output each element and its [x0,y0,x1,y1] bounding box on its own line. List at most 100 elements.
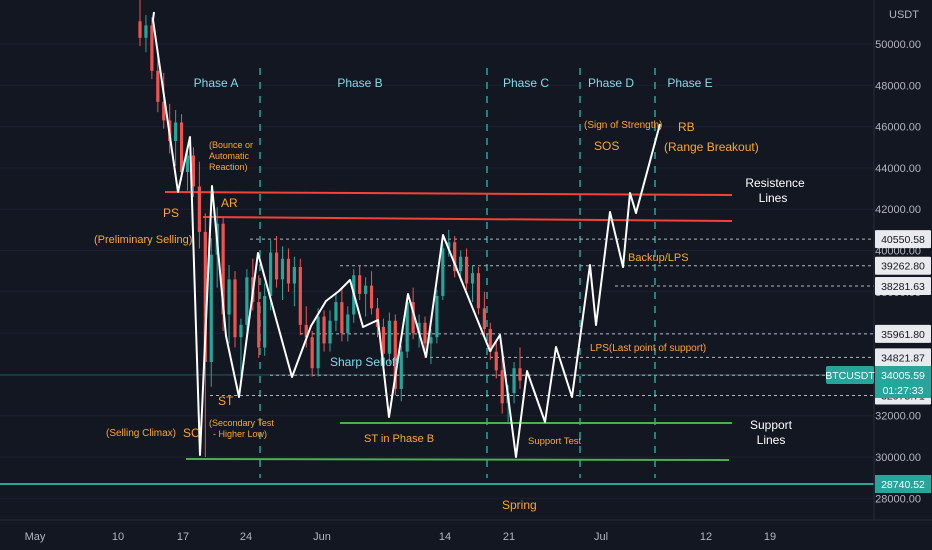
candle-body [369,285,374,309]
time-axis[interactable]: May 10 17 24 Jun 14 21 Jul 12 19 [0,519,932,550]
candle-body [162,101,166,121]
swing-path [152,11,661,458]
candle-body [381,326,386,354]
annotation-sc: SC [183,426,200,440]
candle-body [453,242,457,272]
candle-body [464,256,469,284]
annotation-rb-desc: (Range Breakout) [664,140,759,154]
x-tick-label: 21 [503,531,515,543]
candle-body [197,186,201,232]
annotation-rb: RB [678,120,695,134]
candle-body [269,252,273,296]
candle-body [399,351,403,389]
candle-body [310,337,314,369]
resistance-line [202,216,733,222]
annotation-spring: Spring [502,498,537,512]
candle-body [292,267,296,284]
y-tick-label: 48000.00 [875,80,921,92]
annotations: PS (Preliminary Selling) SC (Selling Climax… [94,120,805,512]
annotation-sos-desc: (Sign of Strength) [584,120,662,131]
candle-body [298,267,302,325]
candle-body [494,351,498,371]
candle-body [179,122,184,173]
annotation-st-phase-b: ST in Phase B [364,433,434,445]
candle-body [346,314,350,334]
y-tick-label: 44000.00 [875,163,921,175]
x-tick-label: 14 [439,531,451,543]
annotation-lps: LPS(Last point of support) [590,343,706,354]
candle-body [375,308,380,327]
y-tick-label: 42000.00 [875,204,921,216]
y-tick-label: 46000.00 [875,122,921,134]
x-tick-label: 12 [700,531,712,543]
x-tick-label: Jun [313,531,331,543]
y-tick-label: 40000.00 [875,246,921,258]
candle-body [364,285,368,294]
countdown-tag: 01:27:33 [883,385,924,397]
candle-body [233,279,237,338]
x-tick-label: Jul [594,531,608,543]
candle-body [470,273,475,284]
price-tag: 34821.87 [881,352,925,364]
candle-body [316,316,320,369]
candle-body [405,302,409,352]
x-tick-label: 17 [177,531,189,543]
annotation-sos: SOS [594,139,619,153]
low-tag-bg [875,475,931,493]
annotation-sharp-selloff: Sharp Selloff [330,355,399,369]
candle-body [239,324,243,338]
candle-body [411,302,415,334]
y-tick-label: 30000.00 [875,452,921,464]
candle-body [358,275,362,294]
annotation-st-desc-2: - Higher Low) [213,429,267,439]
y-tick-label: 28000.00 [875,493,921,505]
price-tag-bg [875,230,931,249]
resistance-line [164,191,733,196]
y-tick-label: 32000.00 [875,411,921,423]
x-tick-label: 24 [240,531,252,543]
annotation-support-1: Support [750,418,793,432]
candle-body [500,370,504,404]
price-tag: 39262.80 [881,261,925,273]
candle-body [191,155,196,187]
candle-body [387,320,391,354]
annotation-ar-desc-1: (Bounce or [209,140,253,150]
support-resistance-lines [0,191,874,485]
phase-label: Phase D [588,76,634,90]
grid [0,43,874,499]
price-tag-bg [875,276,931,295]
candle-body [441,248,445,296]
candle-body [257,302,261,348]
candle-body [150,25,154,71]
wyckoff-swing-path [152,11,661,458]
candle-body [263,295,267,348]
candle-body [286,258,291,284]
annotation-ar: AR [221,196,238,210]
annotation-st-desc-1: (Secondary Test [209,418,274,428]
candle-body [156,70,160,102]
annotation-resistance-2: Lines [759,191,788,205]
price-axis[interactable]: 50000.00 48000.00 46000.00 44000.00 42000.00… [825,0,932,550]
candle-body [459,256,463,272]
annotation-resistance-1: Resistence [745,176,805,190]
phase-label: Phase C [503,76,549,90]
candle-body [280,258,285,280]
candle-body [185,155,190,173]
phase-label: Phase B [337,76,382,90]
phase-label: Phase A [194,76,239,90]
annotation-support-test: Support Test [528,436,582,447]
candle-body [227,279,231,315]
candle-body [304,324,308,338]
y-tick-label: 50000.00 [875,39,921,51]
annotation-ar-desc-2: Automatic [209,151,250,161]
candle-body [476,273,481,309]
price-tag: 40550.58 [881,234,925,246]
annotation-backup-lps: Backup/LPS [628,252,689,264]
candle-body [334,302,338,321]
currency-label: USDT [889,9,919,21]
candle-body [174,122,178,142]
candle-body [447,242,451,249]
candle-body [245,277,249,325]
annotation-ps-desc: (Preliminary Selling) [94,234,192,246]
